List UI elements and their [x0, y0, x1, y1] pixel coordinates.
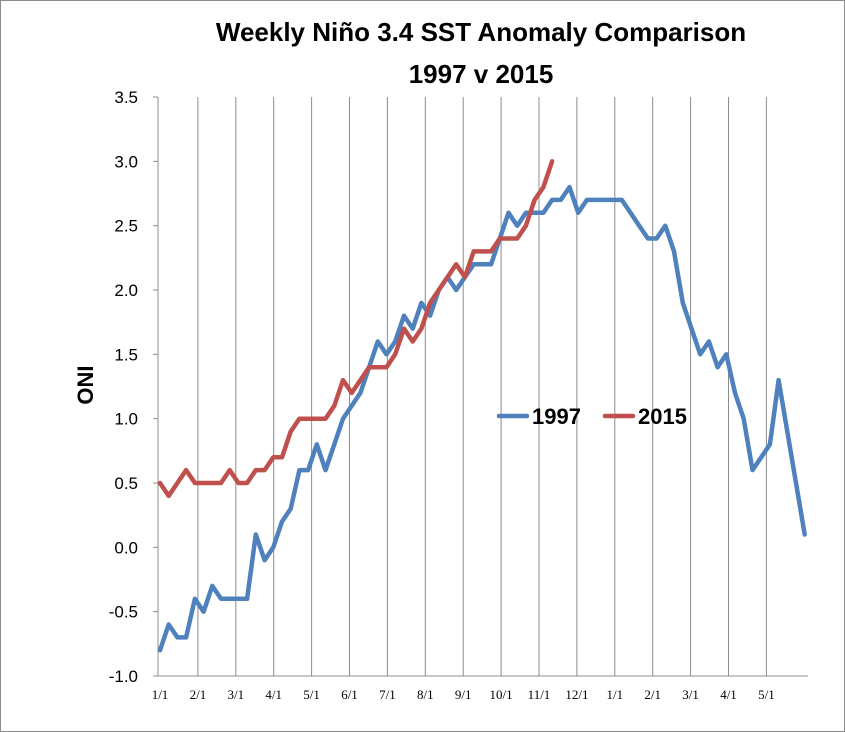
x-tick-label: 6/1: [341, 687, 358, 702]
x-tick-label: 3/1: [227, 687, 244, 702]
series-line-1997: [157, 184, 807, 653]
y-axis-label: ONI: [73, 365, 98, 404]
x-tick-label: 5/1: [303, 687, 320, 702]
x-axis-ticks: 1/1 2/1 3/1 4/1 5/1 6/1 7/1 8/1 9/1 10/1 11/1 12/1 1…: [152, 687, 775, 702]
axes: [157, 97, 808, 677]
vertical-gridlines: [197, 97, 767, 676]
y-tick-label: 2.5: [114, 217, 138, 236]
x-tick-label: 10/1: [490, 687, 513, 702]
legend: 1997 2015: [496, 404, 687, 429]
y-tick-label: 0.0: [114, 538, 138, 557]
x-tick-label: 1/1: [152, 687, 169, 702]
y-tick-label: 1.5: [114, 345, 138, 364]
y-tick-label: -1.0: [109, 667, 138, 686]
x-tick-label: 8/1: [417, 687, 434, 702]
y-tick-label: 1.0: [114, 410, 138, 429]
y-tick-label: 3.0: [114, 152, 138, 171]
legend-label-2015: 2015: [638, 404, 687, 429]
y-tick-label: 3.5: [114, 88, 138, 107]
x-tick-label: 2/1: [190, 687, 207, 702]
y-tick-label: 2.0: [114, 281, 138, 300]
x-tick-label: 9/1: [455, 687, 472, 702]
x-tick-label: 12/1: [565, 687, 588, 702]
chart-title-line1: Weekly Niño 3.4 SST Anomaly Comparison: [216, 17, 746, 47]
x-tick-label: 11/1: [528, 687, 551, 702]
x-tick-label: 1/1: [606, 687, 623, 702]
x-tick-label: 3/1: [682, 687, 699, 702]
y-tick-label: -0.5: [109, 603, 138, 622]
x-tick-label: 5/1: [758, 687, 775, 702]
x-tick-label: 7/1: [379, 687, 396, 702]
series-line-2015: [157, 159, 555, 499]
legend-label-1997: 1997: [532, 404, 581, 429]
x-tick-label: 2/1: [644, 687, 661, 702]
x-tick-label: 4/1: [265, 687, 282, 702]
x-tick-label: 4/1: [720, 687, 737, 702]
y-axis-ticks: -1.0 -0.5 0.0 0.5 1.0 1.5 2.0 2.5 3.0 3.5: [109, 88, 158, 686]
series-lines: [157, 159, 807, 653]
chart-title-line2: 1997 v 2015: [409, 59, 554, 89]
y-tick-label: 0.5: [114, 474, 138, 493]
